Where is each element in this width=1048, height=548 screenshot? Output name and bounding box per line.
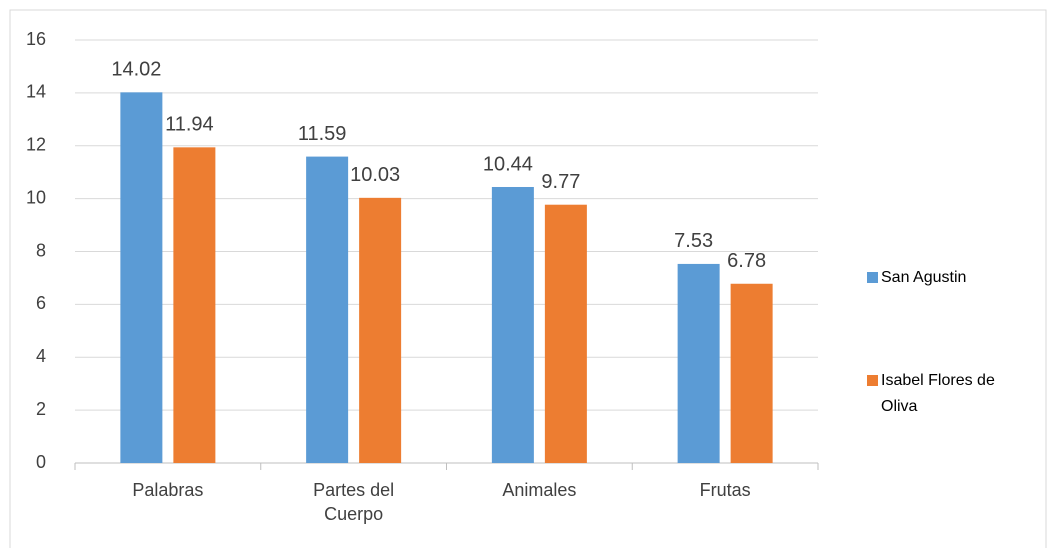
bar — [120, 92, 163, 463]
x-tick-label: Palabras — [132, 480, 204, 500]
x-tick-label-box: Animales — [502, 480, 577, 500]
data-label: 11.94 — [165, 114, 214, 136]
bar — [359, 197, 402, 463]
x-tick-label: Frutas — [699, 480, 751, 500]
x-tick-label-box: Partes del Cuerpo — [313, 480, 395, 524]
bar — [677, 263, 720, 463]
legend-label: San Agustin — [881, 269, 967, 286]
chart-border — [9, 9, 1047, 548]
bar — [491, 186, 534, 463]
data-label: 10.03 — [350, 164, 400, 186]
y-tick-label: 14 — [26, 82, 46, 102]
legend-label-box: San Agustin — [881, 269, 967, 286]
legend-swatch — [867, 272, 878, 283]
data-label: 6.78 — [727, 250, 766, 272]
y-tick-label: 12 — [26, 135, 46, 155]
bar — [306, 156, 349, 464]
bar — [173, 147, 216, 463]
y-tick-label: 16 — [26, 29, 46, 49]
x-tick-label: Animales — [502, 480, 577, 500]
data-label: 7.53 — [674, 230, 713, 252]
data-label: 9.77 — [541, 171, 580, 193]
legend-swatch — [867, 375, 878, 386]
legend-label-box: Isabel Flores de Oliva — [881, 372, 995, 415]
data-label: 14.02 — [111, 59, 161, 81]
y-tick-label: 10 — [26, 187, 46, 207]
x-tick-label: Partes del Cuerpo — [313, 480, 395, 524]
y-tick-label: 0 — [36, 452, 46, 472]
y-tick-label: 8 — [36, 240, 46, 260]
legend-label: Isabel Flores de Oliva — [881, 372, 995, 415]
x-tick-label-box: Frutas — [699, 480, 751, 500]
data-label: 10.44 — [483, 153, 533, 175]
y-tick-label: 6 — [36, 293, 46, 313]
bar — [544, 204, 587, 463]
x-tick-label-box: Palabras — [132, 480, 204, 500]
y-tick-label: 4 — [36, 346, 46, 366]
data-label: 11.59 — [298, 123, 347, 145]
y-tick-label: 2 — [36, 399, 46, 419]
bar — [730, 283, 773, 463]
